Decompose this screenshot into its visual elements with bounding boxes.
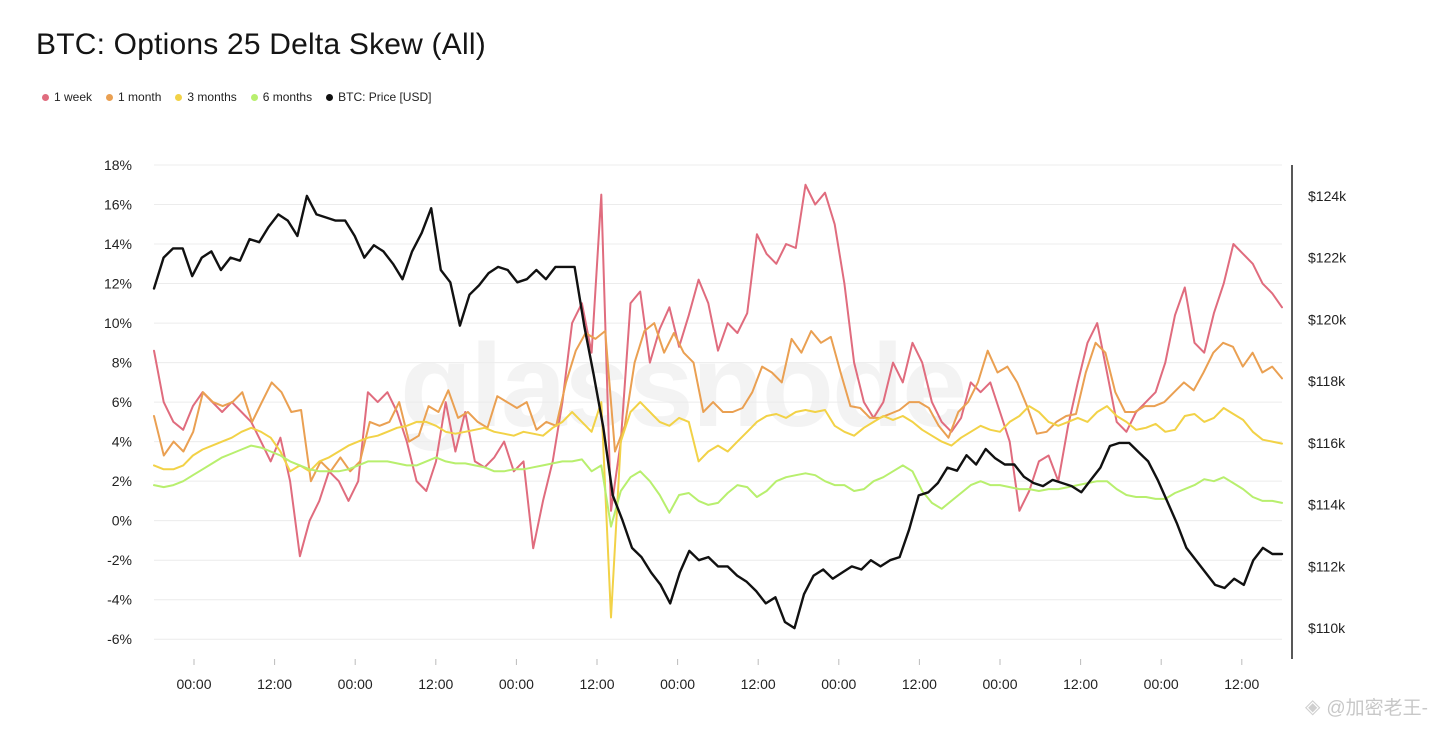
y-left-tick-label: 8% bbox=[112, 355, 132, 371]
x-tick-label: 12:00 bbox=[1063, 676, 1098, 692]
x-tick-label: 00:00 bbox=[338, 676, 373, 692]
y-right-tick-label: $118k bbox=[1308, 373, 1346, 389]
legend-dot bbox=[250, 93, 258, 101]
legend-label: 1 month bbox=[118, 90, 162, 104]
y-left-tick-label: 16% bbox=[104, 197, 132, 213]
legend-item-1-month[interactable]: 1 month bbox=[106, 90, 161, 104]
legend-label: 3 months bbox=[187, 90, 237, 104]
x-tick-label: 12:00 bbox=[579, 676, 614, 692]
x-tick-label: 12:00 bbox=[741, 676, 776, 692]
author-badge: ◈ @加密老王- bbox=[1305, 693, 1428, 720]
y-left-tick-label: 10% bbox=[104, 315, 132, 331]
legend-dot bbox=[106, 93, 114, 101]
series-line-6-months bbox=[153, 444, 1283, 528]
x-tick-label: 12:00 bbox=[418, 676, 453, 692]
y-right-tick-label: $114k bbox=[1308, 497, 1346, 513]
y-left-tick-label: 18% bbox=[104, 157, 132, 173]
x-tick-label: 00:00 bbox=[660, 676, 695, 692]
x-tick-label: 00:00 bbox=[1144, 676, 1179, 692]
series-line-1-month bbox=[153, 322, 1283, 483]
y-left-tick-label: 4% bbox=[112, 434, 132, 450]
y-right-tick-label: $112k bbox=[1308, 558, 1346, 574]
x-tick-label: 00:00 bbox=[982, 676, 1017, 692]
series-line-1-week bbox=[153, 183, 1283, 558]
legend: 1 week 1 month 3 months 6 months BTC: Pr… bbox=[42, 90, 431, 104]
legend-dot bbox=[326, 93, 334, 101]
y-right-tick-label: $120k bbox=[1308, 311, 1347, 327]
legend-item-1-week[interactable]: 1 week bbox=[42, 90, 92, 104]
badge-text: @加密老王- bbox=[1326, 698, 1428, 719]
y-left-tick-label: 2% bbox=[112, 473, 132, 489]
y-left-tick-label: -6% bbox=[107, 631, 132, 647]
series-line-btc-price-usd bbox=[152, 194, 1284, 630]
legend-item-3-months[interactable]: 3 months bbox=[175, 90, 237, 104]
x-tick-label: 00:00 bbox=[499, 676, 534, 692]
x-tick-label: 12:00 bbox=[902, 676, 937, 692]
y-left-tick-label: -4% bbox=[107, 592, 132, 608]
y-left-tick-label: 0% bbox=[112, 513, 132, 529]
x-tick-label: 12:00 bbox=[1224, 676, 1259, 692]
x-tick-label: 00:00 bbox=[176, 676, 211, 692]
y-right-tick-label: $122k bbox=[1308, 250, 1347, 266]
legend-item-btc-price[interactable]: BTC: Price [USD] bbox=[326, 90, 431, 104]
legend-dot bbox=[42, 93, 49, 101]
legend-label: 6 months bbox=[262, 90, 313, 104]
x-tick-label: 00:00 bbox=[821, 676, 856, 692]
legend-item-6-months[interactable]: 6 months bbox=[250, 90, 313, 104]
legend-label: 1 week bbox=[54, 90, 93, 104]
y-left-tick-label: 12% bbox=[104, 276, 132, 292]
y-right-tick-label: $124k bbox=[1308, 188, 1347, 204]
y-left-tick-label: 14% bbox=[104, 236, 132, 252]
y-left-tick-label: -2% bbox=[107, 552, 132, 568]
chart-title: BTC: Options 25 Delta Skew (All) bbox=[36, 28, 486, 61]
legend-label: BTC: Price [USD] bbox=[338, 90, 432, 104]
x-tick-label: 12:00 bbox=[257, 676, 292, 692]
y-right-tick-label: $110k bbox=[1308, 620, 1346, 636]
legend-dot bbox=[175, 93, 183, 101]
series-line-3-months bbox=[153, 401, 1283, 619]
diamond-icon: ◈ bbox=[1304, 696, 1321, 718]
y-left-tick-label: 6% bbox=[112, 394, 132, 410]
y-right-tick-label: $116k bbox=[1308, 435, 1346, 451]
